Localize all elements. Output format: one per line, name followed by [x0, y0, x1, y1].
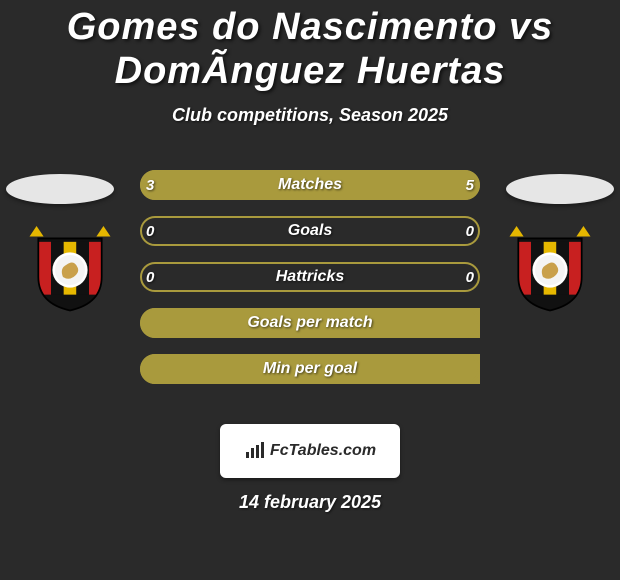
stat-value-left: 3	[146, 170, 176, 200]
stat-value-right: 0	[444, 216, 474, 246]
stat-label: Goals	[140, 216, 480, 246]
player-right-oval	[506, 174, 614, 204]
stat-value-left: 0	[146, 216, 176, 246]
stat-row: Goals per match	[140, 308, 480, 338]
brand-text: FcTables.com	[270, 442, 376, 460]
stat-rows: Matches35Goals00Hattricks00Goals per mat…	[140, 170, 480, 400]
page-title: Gomes do Nascimento vs DomÃ­nguez Huerta…	[0, 0, 620, 93]
club-badge-left	[20, 226, 120, 314]
comparison-stage: Matches35Goals00Hattricks00Goals per mat…	[0, 156, 620, 416]
stat-value-right: 5	[444, 170, 474, 200]
brand-chart-icon	[244, 442, 266, 460]
stat-row: Min per goal	[140, 354, 480, 384]
stat-label: Goals per match	[140, 308, 480, 338]
date-label: 14 february 2025	[0, 492, 620, 513]
stat-label: Matches	[140, 170, 480, 200]
player-left-oval	[6, 174, 114, 204]
stat-row: Hattricks0 0	[140, 262, 480, 292]
stat-row: Matches3 5	[140, 170, 480, 200]
stat-row: Goals0 0	[140, 216, 480, 246]
stat-label: Min per goal	[140, 354, 480, 384]
stat-label: Hattricks	[140, 262, 480, 292]
stat-value-left: 0	[146, 262, 176, 292]
stat-value-right: 0	[444, 262, 474, 292]
brand-box: FcTables.com	[220, 424, 400, 478]
club-badge-right	[500, 226, 600, 314]
subtitle: Club competitions, Season 2025	[0, 105, 620, 126]
